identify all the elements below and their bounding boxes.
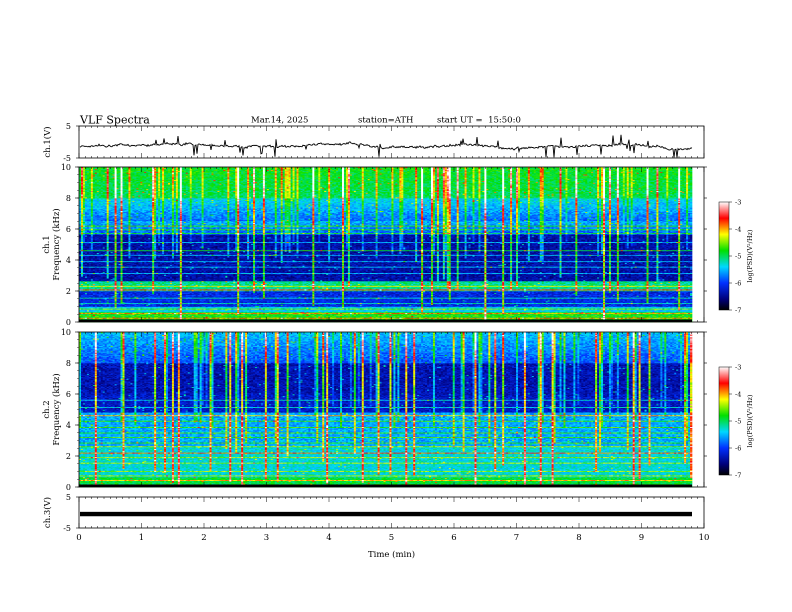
waveform-trace [80, 135, 692, 158]
y-tick-label: -5 [63, 154, 71, 163]
start-time-label: start UT = 15:50:0 [437, 116, 521, 126]
station-label: station=ATH [358, 116, 413, 126]
y-tick-label: 5 [66, 122, 71, 131]
figure-title: VLF Spectra [79, 114, 150, 127]
spectrogram-image [79, 167, 692, 322]
date-label: Mar.14, 2025 [251, 116, 308, 126]
ch1-waveform-panel: 5 -5 ch.1(V) [42, 122, 704, 163]
y-axis-label: ch.1(V) [42, 126, 53, 157]
